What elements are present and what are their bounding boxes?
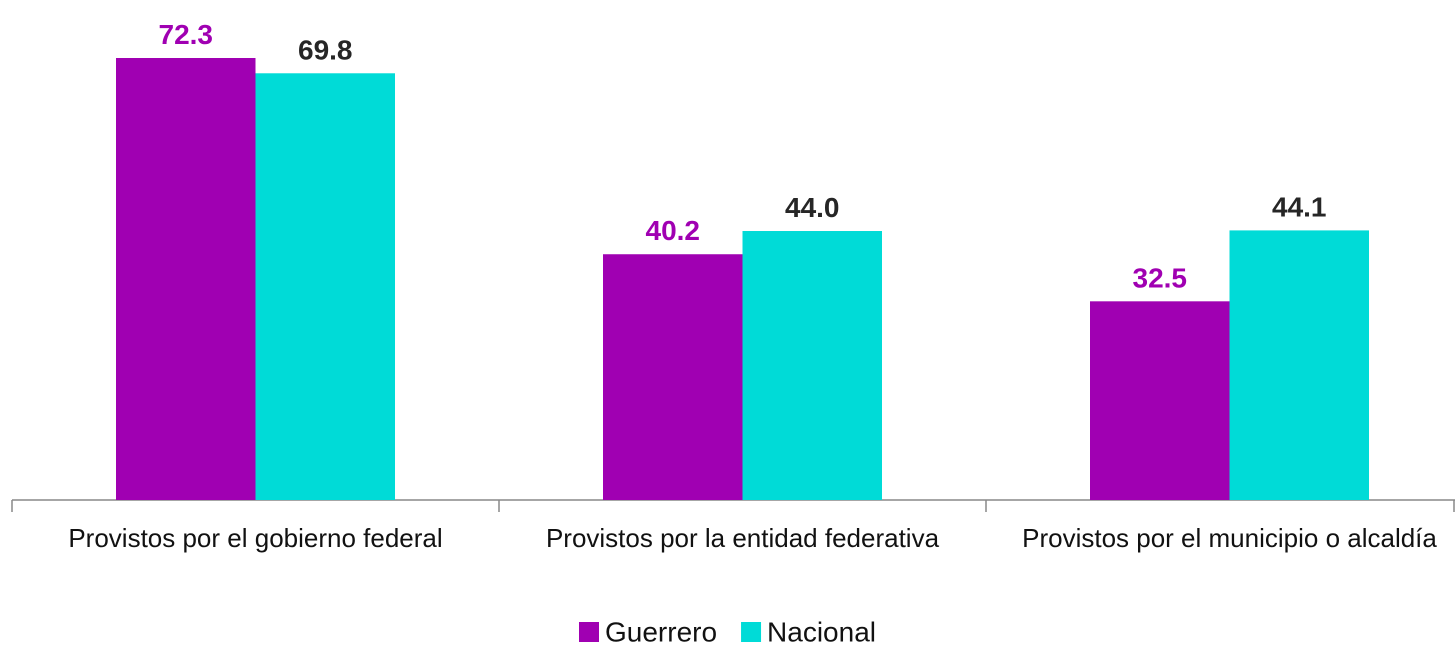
bar: [742, 231, 882, 500]
data-label: 72.3: [159, 19, 214, 50]
data-label: 32.5: [1133, 262, 1188, 293]
legend-swatch: [741, 622, 762, 642]
x-tick-label: Provistos por el municipio o alcaldía: [1022, 523, 1437, 553]
bar: [1090, 301, 1230, 500]
x-tick-label: Provistos por el gobierno federal: [68, 523, 443, 553]
data-label: 44.0: [785, 192, 840, 223]
legend-swatch: [579, 622, 599, 642]
bar: [255, 73, 395, 500]
legend: Guerrero Nacional: [579, 616, 876, 647]
data-label: 69.8: [298, 34, 353, 65]
bar: [1229, 230, 1369, 500]
x-tick-label: Provistos por la entidad federativa: [545, 523, 940, 553]
legend-label: Guerrero: [605, 616, 717, 647]
data-label: 44.1: [1272, 191, 1327, 222]
bar: [603, 254, 743, 500]
legend-label: Nacional: [767, 616, 876, 647]
bar: [116, 58, 256, 500]
data-label: 40.2: [646, 215, 701, 246]
